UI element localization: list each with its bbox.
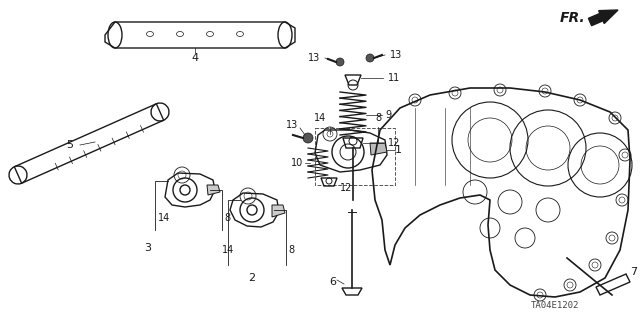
FancyArrow shape <box>588 10 618 26</box>
Text: 11: 11 <box>388 73 400 83</box>
Polygon shape <box>272 205 285 217</box>
Text: 13: 13 <box>285 120 298 130</box>
Text: 14: 14 <box>314 113 326 123</box>
Text: 8: 8 <box>224 213 230 223</box>
Polygon shape <box>370 143 387 155</box>
Text: 14: 14 <box>157 213 170 223</box>
Text: 5: 5 <box>67 140 74 150</box>
Text: 8: 8 <box>288 245 294 255</box>
Text: 13: 13 <box>390 50 403 60</box>
Circle shape <box>336 58 344 66</box>
Circle shape <box>366 54 374 62</box>
Text: 4: 4 <box>191 53 198 63</box>
Text: 3: 3 <box>145 243 152 253</box>
Text: 12: 12 <box>340 183 353 193</box>
Polygon shape <box>207 185 220 195</box>
Text: 1: 1 <box>395 145 402 155</box>
Text: 7: 7 <box>630 267 637 277</box>
Text: 14: 14 <box>221 245 234 255</box>
Text: FR.: FR. <box>559 11 585 25</box>
Text: 8: 8 <box>375 113 381 123</box>
Text: 12: 12 <box>388 138 401 148</box>
Text: 10: 10 <box>291 158 303 168</box>
Text: 9: 9 <box>385 110 391 120</box>
Circle shape <box>303 133 313 143</box>
Text: TA04E1202: TA04E1202 <box>531 300 579 309</box>
Text: 6: 6 <box>330 277 337 287</box>
Text: 2: 2 <box>248 273 255 283</box>
Text: 13: 13 <box>308 53 320 63</box>
